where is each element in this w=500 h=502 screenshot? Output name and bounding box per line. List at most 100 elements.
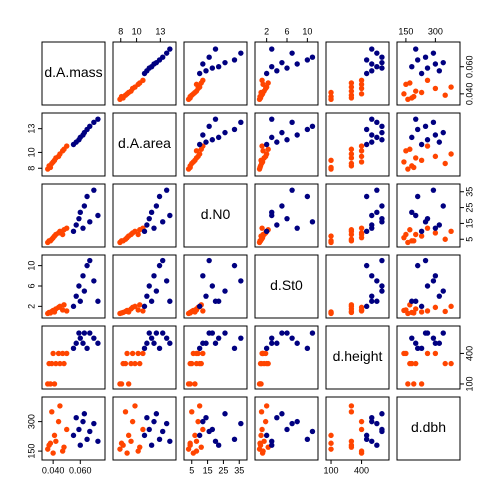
point [348,438,355,444]
point [73,340,79,346]
point [436,68,443,74]
point [424,65,431,71]
panel [396,254,461,319]
point [358,153,365,160]
point [379,54,385,60]
point [263,345,270,352]
point [200,340,206,346]
point [269,335,275,341]
point [95,340,101,346]
point [358,448,365,454]
point [422,123,429,129]
point [73,222,79,228]
point [70,228,77,235]
point [363,126,370,133]
y-tick-label: 25 [464,203,474,213]
point [432,132,439,138]
x-tick-label: 15 [203,465,213,475]
point [269,46,275,52]
point [363,303,370,310]
point [148,335,155,341]
point [414,262,421,269]
point [309,428,316,435]
point [269,64,275,70]
point [422,257,429,264]
point [411,93,417,100]
point [196,403,203,409]
point [87,330,93,336]
point [424,143,431,149]
point [196,303,203,310]
point [215,134,222,141]
point [200,77,206,83]
point [284,137,290,143]
point [117,446,123,452]
y-tick-label: 6 [26,283,36,288]
point [87,257,93,264]
point [260,448,266,454]
point [309,330,316,336]
point [403,307,409,313]
point [369,212,375,219]
point [200,132,206,138]
point [328,93,334,100]
point [212,116,219,122]
y-tick-label: 10 [26,147,36,157]
point [84,262,90,269]
point [422,330,429,336]
point [263,151,270,157]
point [257,93,263,100]
point [432,350,439,357]
panel [396,41,461,106]
point [187,440,193,446]
point [238,50,244,56]
point [442,360,448,367]
point [206,330,212,336]
point [167,438,173,444]
point [358,148,365,154]
point [47,440,54,446]
point [407,227,413,233]
panel [41,325,106,390]
point [135,231,141,238]
point [146,426,152,433]
point [64,225,70,231]
point [156,436,163,443]
point [348,403,355,409]
point [61,444,67,450]
point [274,68,280,74]
point [279,203,285,209]
panel [112,396,177,461]
point [363,228,370,235]
point [84,436,90,443]
point [151,418,157,425]
point [407,146,413,152]
point [59,350,66,357]
point [47,381,54,387]
point [118,310,125,316]
variable-name: d.dbh [411,419,446,435]
point [163,187,170,193]
point [141,303,148,310]
point [374,134,380,141]
point [403,350,409,357]
point [153,203,160,209]
point [358,77,365,83]
point [91,119,97,126]
point [70,303,77,310]
point [95,212,101,219]
point [222,129,228,136]
point [222,330,228,336]
y-tick-label: 100 [464,376,474,391]
point [414,57,421,63]
y-tick-label: 2 [26,304,36,309]
point [279,129,285,136]
point [348,227,355,233]
point [424,350,431,357]
point [148,442,155,448]
panel [396,112,461,177]
point [363,432,370,439]
point [414,126,421,133]
x-tick-label: 0.060 [69,465,92,475]
variable-name: d.St0 [270,277,303,293]
